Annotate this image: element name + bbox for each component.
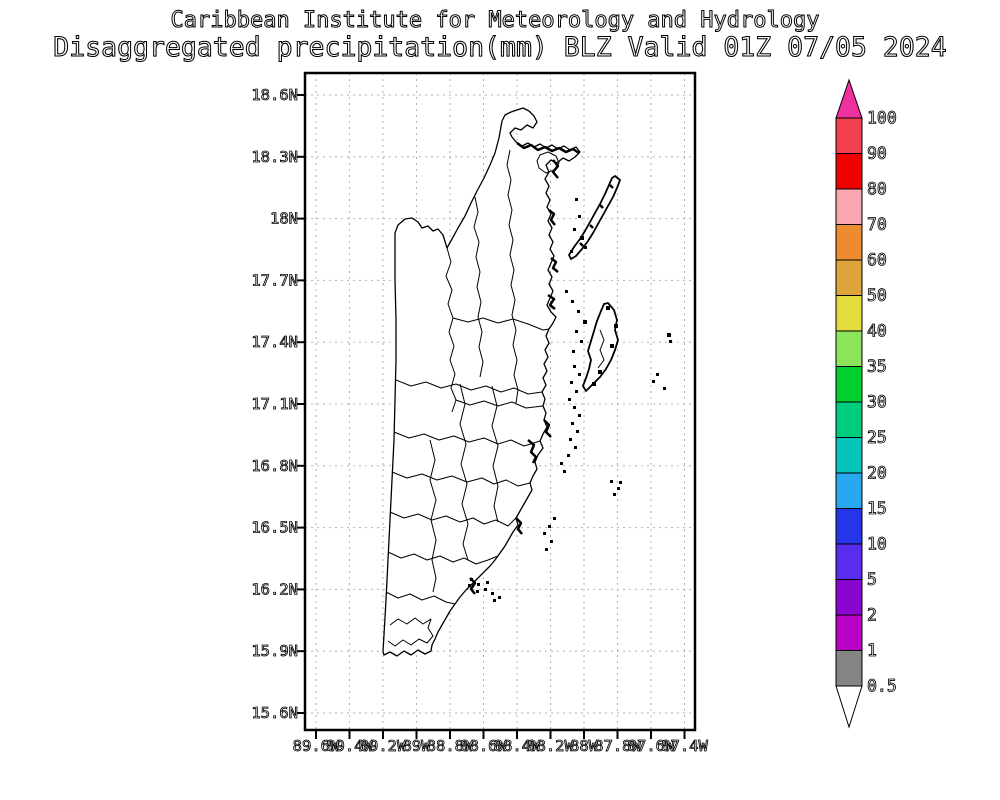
colorbar-segment-25-30 xyxy=(835,401,863,438)
lat-tick-label: 17.7N xyxy=(251,271,298,289)
lon-tick-label: 89.2W xyxy=(360,737,407,755)
coastal-mangrove-detail xyxy=(469,141,580,595)
colorbar-segment-0.5-1 xyxy=(835,650,863,687)
latlon-grid xyxy=(305,73,695,730)
belize-mainland-outline xyxy=(382,107,581,657)
turneffe-lagoon-detail xyxy=(597,329,605,369)
ambergris-caye-detail xyxy=(579,184,614,247)
lon-tick-label: 88.2W xyxy=(527,737,574,755)
lon-tick-label: 89.4W xyxy=(326,737,373,755)
colorbar-tick-label: 25 xyxy=(867,428,887,447)
colorbar-tick-label: 2 xyxy=(867,606,877,625)
colorbar-tick-label: 60 xyxy=(867,251,887,270)
colorbar-segment-35-40 xyxy=(835,330,863,367)
colorbar-tick-label: 50 xyxy=(867,286,887,305)
lat-tick-label: 18.3N xyxy=(251,148,298,166)
belize-map xyxy=(382,107,672,657)
colorbar-segment-50-60 xyxy=(835,259,863,296)
colorbar-segment-5-10 xyxy=(835,543,863,580)
colorbar-tick-label: 20 xyxy=(867,464,887,483)
colorbar-over-arrow xyxy=(835,78,863,119)
colorbar-tick-label: 100 xyxy=(867,109,897,128)
colorbar-tick-label: 30 xyxy=(867,393,887,412)
lon-tick-label: 87.8W xyxy=(594,737,641,755)
lat-tick-label: 17.4N xyxy=(251,333,298,351)
lon-tick-label: 88.6W xyxy=(460,737,507,755)
colorbar-under-arrow xyxy=(835,685,863,729)
lat-tick-label: 18.6N xyxy=(251,86,298,104)
colorbar-segment-40-50 xyxy=(835,295,863,332)
plot-frame xyxy=(303,71,697,732)
colorbar-segment-80-90 xyxy=(835,153,863,190)
colorbar-tick-label: 10 xyxy=(867,535,887,554)
glovers-reef-cays xyxy=(610,480,622,496)
lon-tick-label: 87.6W xyxy=(628,737,675,755)
lat-tick-label: 15.6N xyxy=(251,704,298,722)
colorbar-segment-15-20 xyxy=(835,472,863,509)
colorbar-tick-label: 0.5 xyxy=(867,677,897,696)
colorbar-segment-90-100 xyxy=(835,117,863,154)
colorbar-segments xyxy=(835,117,863,687)
colorbar-segment-20-25 xyxy=(835,437,863,474)
colorbar-segment-70-80 xyxy=(835,188,863,225)
longitude-axis: 89.6W89.4W89.2W89W88.8W88.6W88.4W88.2W88… xyxy=(292,730,709,755)
page-title: Caribbean Institute for Meteorology and … xyxy=(170,8,819,33)
colorbar-tick-label: 1 xyxy=(867,641,877,660)
lat-tick-label: 18N xyxy=(270,210,298,228)
district-watershed-boundaries xyxy=(385,149,550,647)
lat-tick-label: 15.9N xyxy=(251,642,298,660)
lon-tick-label: 89W xyxy=(403,737,432,755)
colorbar-tick-label: 35 xyxy=(867,357,887,376)
lat-tick-label: 16.8N xyxy=(251,457,298,475)
colorbar-tick-label: 5 xyxy=(867,570,877,589)
lighthouse-reef-cays xyxy=(652,333,672,390)
lon-tick-label: 87.4W xyxy=(661,737,708,755)
colorbar-tick-label: 80 xyxy=(867,180,887,199)
colorbar-segment-30-35 xyxy=(835,366,863,403)
colorbar-segment-10-15 xyxy=(835,508,863,545)
colorbar-tick-label: 90 xyxy=(867,144,887,163)
lat-tick-label: 16.2N xyxy=(251,580,298,598)
latitude-axis: 18.6N 18.3N 18N 17.7N 17.4N 17.1N 16.8N 16.5N 16… xyxy=(251,86,305,722)
colorbar-tick-label: 15 xyxy=(867,499,887,518)
colorbar-segment-1-2 xyxy=(835,614,863,651)
colorbar-tick-label: 40 xyxy=(867,322,887,341)
colorbar-tick-label: 70 xyxy=(867,215,887,234)
lon-tick-label: 88W xyxy=(570,737,599,755)
turneffe-atoll xyxy=(582,302,619,392)
page-subtitle: Disaggregated precipitation(mm) BLZ Vali… xyxy=(53,32,946,63)
colorbar-segment-2-5 xyxy=(835,579,863,616)
lon-tick-label: 88.4W xyxy=(494,737,541,755)
turneffe-rim-cays xyxy=(592,306,618,386)
colorbar-segment-60-70 xyxy=(835,224,863,261)
colorbar-labels: 100 90 80 70 60 50 40 35 30 25 20 15 10 5 2 1 0.5 xyxy=(867,108,898,696)
precipitation-colorbar: 100 90 80 70 60 50 40 35 30 25 20 15 10 5 2 1 0.5 xyxy=(835,78,898,729)
lon-tick-label: 88.8W xyxy=(427,737,474,755)
lat-tick-label: 17.1N xyxy=(251,395,298,413)
lon-tick-label: 89.6W xyxy=(293,737,340,755)
lat-tick-label: 16.5N xyxy=(251,519,298,537)
